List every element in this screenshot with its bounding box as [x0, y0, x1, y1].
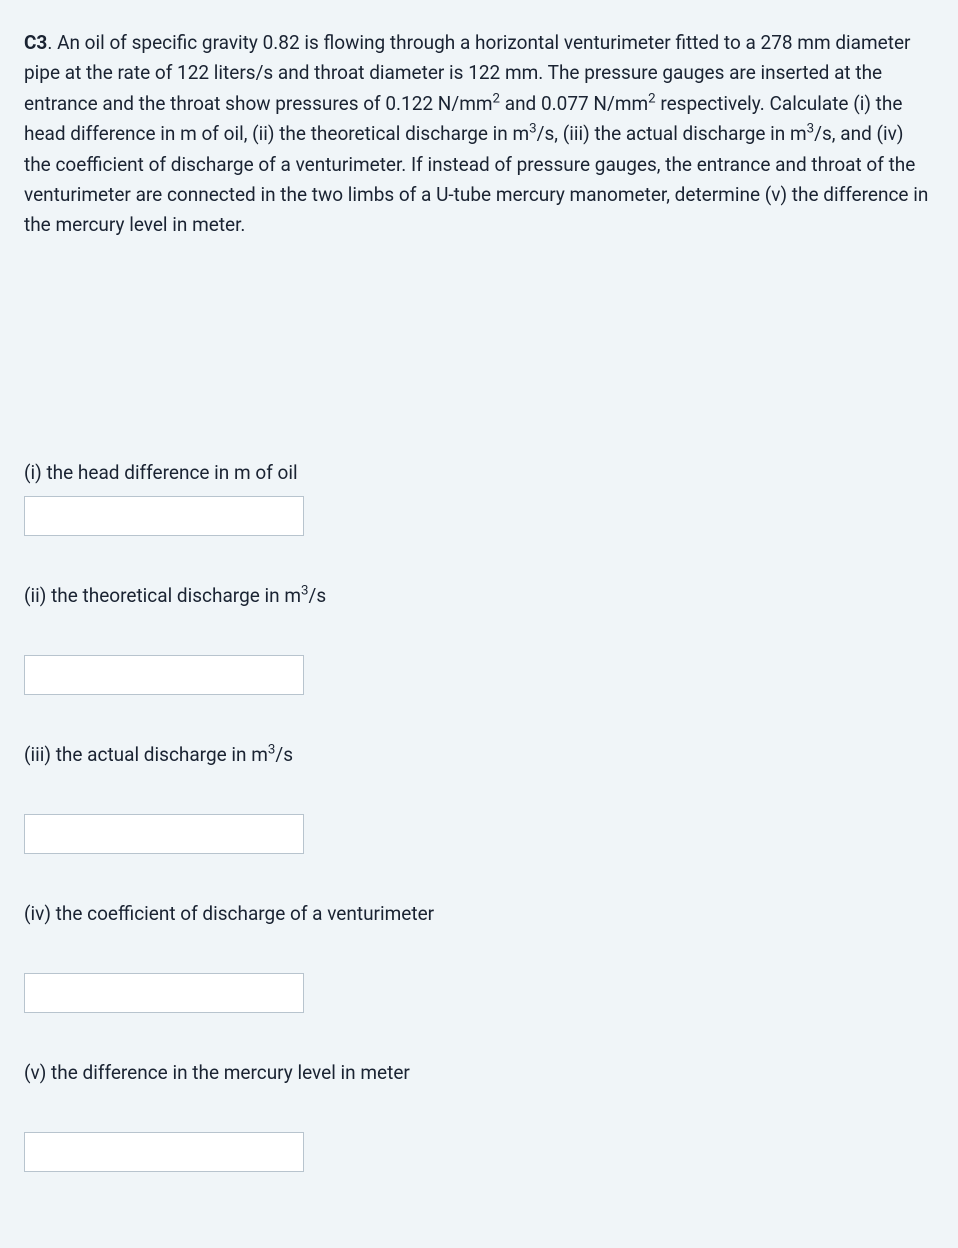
answer-input-2[interactable] [24, 655, 304, 695]
answer-input-3[interactable] [24, 814, 304, 854]
question-group-2: (ii) the theoretical discharge in m3/s [24, 584, 934, 695]
question-label-2-p1: (ii) the theoretical discharge in m [24, 584, 301, 607]
question-label-2-p2: /s [309, 584, 327, 607]
problem-sup-2: 2 [648, 91, 655, 106]
problem-sup-1: 2 [493, 91, 500, 106]
question-label-5: (v) the difference in the mercury level … [24, 1061, 934, 1084]
problem-label: C3 [24, 31, 47, 54]
problem-text-2: and 0.077 N/mm [500, 92, 648, 115]
answer-input-5[interactable] [24, 1132, 304, 1172]
question-group-4: (iv) the coefficient of discharge of a v… [24, 902, 934, 1013]
answer-input-4[interactable] [24, 973, 304, 1013]
question-label-3-p1: (iii) the actual discharge in m [24, 743, 268, 766]
question-label-2: (ii) the theoretical discharge in m3/s [24, 584, 934, 607]
question-group-3: (iii) the actual discharge in m3/s [24, 743, 934, 854]
problem-text-4: /s, (iii) the actual discharge in m [537, 122, 807, 145]
question-label-4: (iv) the coefficient of discharge of a v… [24, 902, 934, 925]
problem-statement: C3. An oil of specific gravity 0.82 is f… [24, 28, 934, 241]
question-group-5: (v) the difference in the mercury level … [24, 1061, 934, 1172]
question-label-3-p2: /s [275, 743, 293, 766]
question-label-1: (i) the head difference in m of oil [24, 461, 934, 484]
question-label-2-sup: 3 [301, 583, 308, 598]
answer-input-1[interactable] [24, 496, 304, 536]
problem-sup-3: 3 [529, 122, 536, 137]
question-group-1: (i) the head difference in m of oil [24, 461, 934, 536]
question-label-3: (iii) the actual discharge in m3/s [24, 743, 934, 766]
